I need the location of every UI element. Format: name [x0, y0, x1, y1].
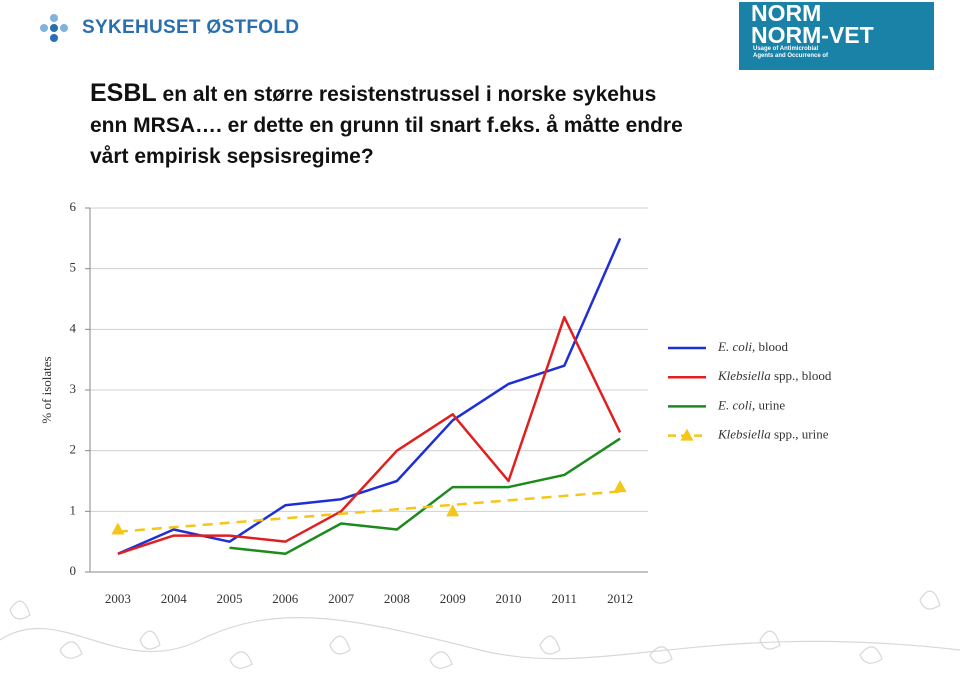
hospital-logo: SYKEHUSET ØSTFOLD — [38, 12, 299, 44]
x-tick-label: 2003 — [105, 591, 131, 606]
y-tick-label: 2 — [70, 442, 77, 457]
logo-icon — [40, 14, 68, 42]
x-tick-label: 2004 — [161, 591, 188, 606]
legend-label: Klebsiella spp., blood — [717, 368, 832, 383]
x-tick-label: 2006 — [272, 591, 299, 606]
logo-text: SYKEHUSET ØSTFOLD — [82, 17, 300, 38]
series-line — [117, 237, 622, 555]
y-axis-label: % of isolates — [39, 356, 54, 423]
legend-marker — [680, 428, 694, 441]
y-tick-label: 6 — [70, 199, 77, 214]
y-tick-label: 4 — [70, 320, 77, 335]
x-tick-label: 2011 — [552, 591, 578, 606]
heading-line: ESBL en alt en større resistenstrussel i… — [90, 78, 683, 110]
heading: ESBL en alt en større resistenstrussel i… — [90, 78, 683, 172]
y-tick-label: 1 — [70, 502, 77, 517]
series-line — [117, 315, 622, 555]
point-marker — [111, 522, 125, 535]
heading-line: enn MRSA…. er dette en grunn til snart f… — [90, 114, 683, 137]
point-marker — [613, 480, 627, 493]
legend-label: E. coli, blood — [717, 339, 789, 354]
norm-line: NORM — [751, 2, 822, 26]
legend-label: Klebsiella spp., urine — [717, 427, 829, 442]
decoration — [0, 590, 960, 669]
x-tick-label: 2012 — [607, 591, 633, 606]
y-tick-label: 0 — [70, 563, 77, 578]
heading-line: vårt empirisk sepsisregime? — [90, 145, 374, 168]
point-marker — [446, 504, 460, 517]
y-tick-label: 3 — [70, 381, 77, 396]
x-tick-label: 2009 — [440, 591, 466, 606]
x-tick-label: 2010 — [496, 591, 522, 606]
y-tick-label: 5 — [70, 260, 77, 275]
x-tick-label: 2007 — [328, 591, 355, 606]
legend-label: E. coli, urine — [717, 397, 785, 412]
x-tick-label: 2005 — [217, 591, 243, 606]
heading-text: en alt en større resistenstrussel i nors… — [162, 83, 657, 106]
heading-lead: ESBL — [90, 79, 157, 107]
norm-caption: Agents and Occurrence of — [753, 53, 829, 59]
norm-logo: NORM NORM-VET Usage of Antimicrobial Age… — [739, 2, 934, 70]
norm-caption: Usage of Antimicrobial — [753, 46, 819, 52]
x-tick-label: 2008 — [384, 591, 410, 606]
norm-line: NORM-VET — [751, 22, 874, 48]
